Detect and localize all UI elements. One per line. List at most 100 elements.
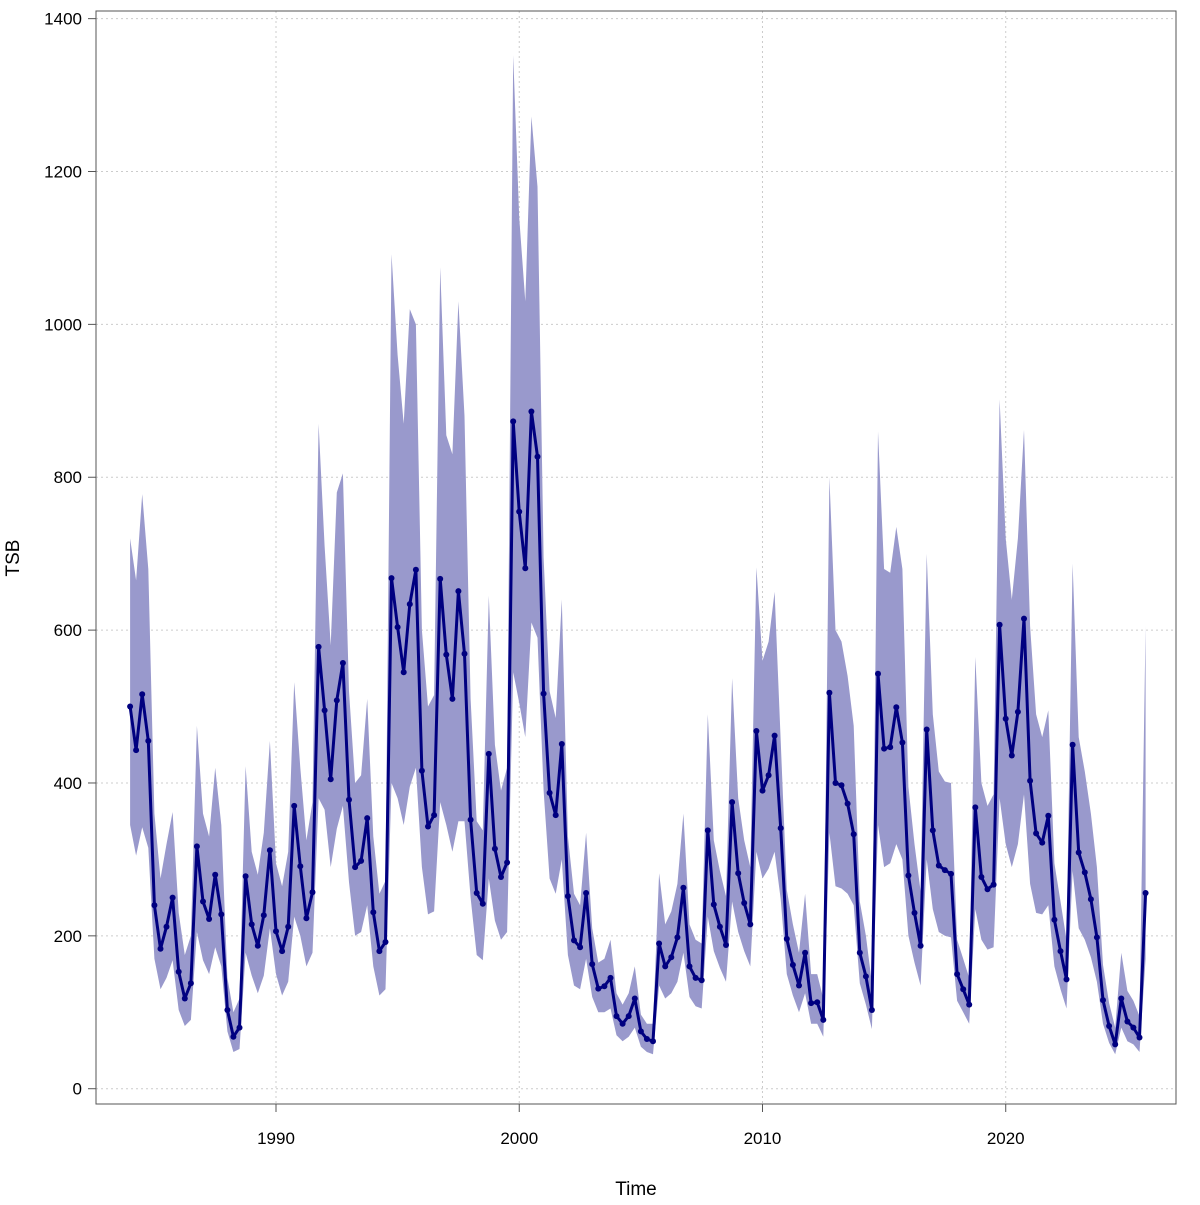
y-axis: 0 200 400 600 800 1000 1200 1400 (44, 10, 96, 1099)
data-point (765, 772, 772, 779)
data-point (1124, 1018, 1131, 1025)
data-point (948, 870, 954, 877)
data-point (862, 973, 869, 980)
data-point (418, 767, 425, 774)
data-point (400, 669, 407, 676)
data-point (856, 949, 863, 956)
data-point (279, 948, 286, 955)
data-point (923, 726, 930, 733)
data-point (528, 408, 535, 415)
data-point (716, 923, 723, 930)
data-point (820, 1016, 827, 1023)
data-point (1027, 777, 1034, 784)
data-point (789, 961, 796, 968)
data-point (1057, 948, 1064, 955)
data-point (358, 857, 365, 864)
y-tick-label: 200 (54, 927, 82, 946)
data-point (607, 974, 614, 981)
data-point (431, 812, 438, 819)
data-point (479, 900, 486, 907)
data-point (698, 977, 705, 984)
data-point (881, 745, 888, 752)
data-point (181, 995, 188, 1002)
data-point (327, 776, 334, 783)
data-point (1100, 997, 1106, 1004)
data-point (771, 732, 778, 739)
x-axis: 1990 2000 2010 2020 (257, 1104, 1025, 1148)
data-point (498, 874, 504, 880)
data-point (1039, 839, 1046, 846)
data-point (1069, 741, 1076, 748)
data-point (1118, 995, 1125, 1002)
data-point (911, 909, 918, 916)
data-point (175, 968, 182, 975)
data-point (601, 983, 608, 990)
data-point (905, 872, 912, 879)
data-point (425, 823, 431, 830)
data-point (838, 782, 845, 789)
data-point (741, 900, 748, 906)
data-point (990, 881, 997, 888)
data-point (686, 963, 693, 970)
data-point (710, 901, 717, 908)
data-point (832, 780, 839, 786)
data-point (674, 934, 681, 941)
data-point (692, 974, 699, 981)
data-point (473, 890, 480, 896)
data-point (735, 870, 742, 877)
data-point (1106, 1023, 1113, 1029)
data-point (899, 739, 906, 746)
data-point (1081, 869, 1088, 876)
data-point (893, 704, 900, 711)
data-point (558, 741, 565, 747)
data-point (333, 697, 340, 704)
data-point (960, 986, 967, 993)
data-point (759, 787, 766, 794)
data-point (510, 418, 517, 425)
data-point (370, 909, 377, 916)
data-point (564, 893, 571, 900)
data-point (814, 999, 821, 1006)
data-point (485, 750, 492, 757)
y-tick-label: 400 (54, 774, 82, 793)
y-tick-label: 1400 (44, 10, 82, 29)
data-point (352, 864, 359, 871)
data-point (887, 744, 894, 751)
data-point (844, 800, 851, 807)
x-tick-label: 2000 (500, 1129, 538, 1148)
confidence-band (130, 55, 1146, 1055)
confidence-band-layer (130, 55, 1146, 1055)
data-point (437, 575, 444, 582)
data-point (230, 1033, 237, 1040)
data-point (187, 980, 194, 987)
data-point (1033, 830, 1040, 837)
data-point (1021, 615, 1027, 622)
data-point (376, 948, 383, 955)
data-point (504, 859, 511, 866)
data-point (802, 949, 809, 956)
data-point (254, 942, 261, 949)
data-point (680, 884, 687, 891)
data-point (546, 789, 553, 796)
data-point (1014, 708, 1021, 715)
data-point (394, 624, 401, 631)
data-point (613, 1013, 620, 1020)
data-point (1075, 849, 1082, 856)
data-point (236, 1024, 243, 1031)
x-tick-label: 2020 (987, 1129, 1025, 1148)
data-point (941, 867, 948, 874)
data-point (364, 815, 371, 822)
series-points-layer (127, 408, 1149, 1048)
data-point (571, 937, 577, 944)
data-point (309, 889, 316, 896)
data-point (637, 1028, 644, 1035)
series-line-layer (128, 410, 1148, 1046)
data-point (516, 508, 523, 515)
data-point (704, 827, 711, 834)
data-point (1002, 715, 1009, 722)
data-point (212, 871, 219, 878)
data-point (285, 923, 292, 930)
data-point (266, 847, 273, 854)
